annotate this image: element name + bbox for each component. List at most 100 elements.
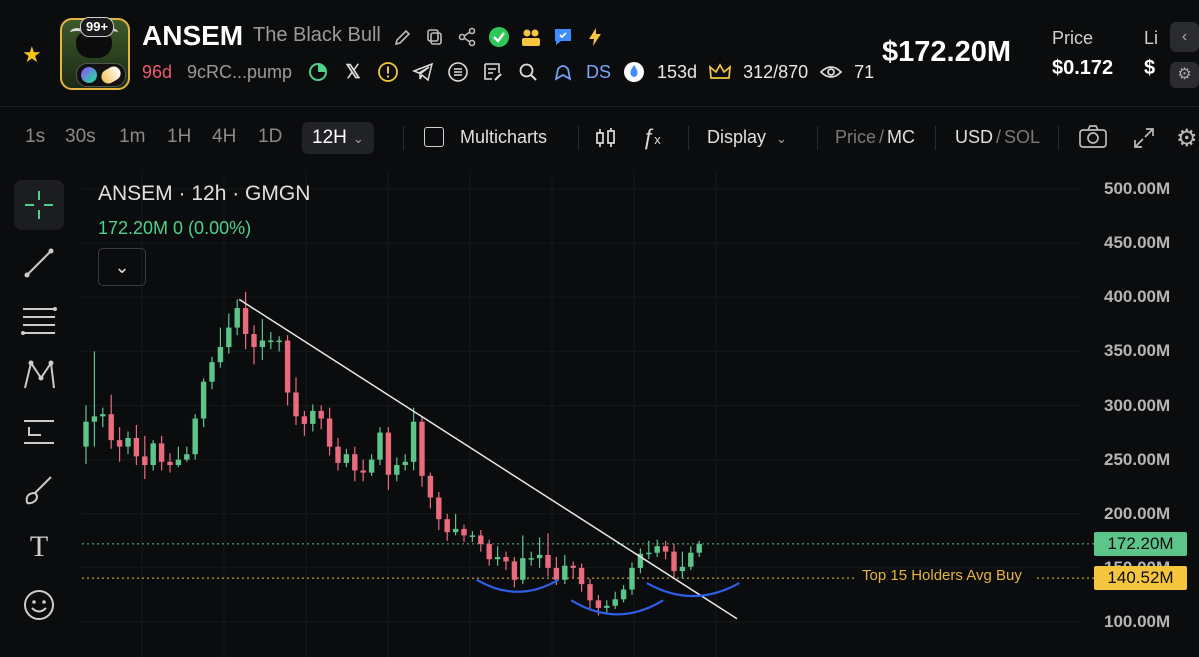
candle-up bbox=[343, 454, 350, 463]
candle-up bbox=[452, 528, 459, 533]
candle-down bbox=[545, 554, 551, 568]
candle-down bbox=[436, 497, 442, 520]
candle-up bbox=[469, 535, 476, 537]
multicharts-label[interactable]: Multicharts bbox=[460, 127, 548, 147]
notification-badge: 99+ bbox=[80, 17, 115, 37]
crosshair-tool-icon[interactable] bbox=[14, 180, 64, 230]
candle-down bbox=[427, 475, 434, 498]
candle-up bbox=[377, 432, 383, 460]
candle-down bbox=[419, 421, 425, 476]
timeframe-1h[interactable]: 1H bbox=[167, 126, 192, 147]
chart-toolbar: 1s 30s 1m 1H 4H 1D 12H ⌄ Multicharts ƒx D… bbox=[0, 118, 1199, 158]
candle-down bbox=[671, 551, 677, 572]
candle-down bbox=[444, 519, 450, 533]
y-axis-tick-label: 400.00M bbox=[1104, 287, 1171, 307]
candle-up bbox=[268, 340, 274, 343]
timeframe-1m[interactable]: 1m bbox=[119, 126, 146, 147]
edit-note-icon[interactable] bbox=[481, 60, 505, 84]
holders-avg-label: Top 15 Holders Avg Buy bbox=[862, 567, 1022, 584]
candle-down bbox=[587, 584, 593, 601]
holders-ratio: 312/870 bbox=[743, 61, 809, 82]
header-settings-icon[interactable]: ⚙ bbox=[1170, 62, 1199, 88]
trendline-drawing bbox=[238, 298, 738, 620]
timeframe-12h-label: 12H bbox=[312, 127, 347, 148]
token-age: 96d bbox=[142, 62, 173, 82]
candle-up bbox=[402, 461, 408, 466]
candle-up bbox=[217, 347, 224, 363]
ds-label[interactable]: DS bbox=[586, 61, 612, 82]
toolbar-separator bbox=[403, 126, 404, 150]
candle-type-icon[interactable] bbox=[594, 126, 618, 155]
candle-down bbox=[511, 561, 518, 580]
candle-down bbox=[486, 544, 492, 560]
telegram-icon[interactable] bbox=[411, 60, 435, 84]
y-axis-tick-label: 200.00M bbox=[1104, 503, 1171, 523]
dexscreener-icon[interactable] bbox=[551, 60, 575, 84]
candle-up bbox=[192, 418, 198, 455]
eye-icon bbox=[819, 60, 843, 84]
candle-up bbox=[394, 465, 400, 475]
candle-up bbox=[688, 552, 694, 567]
x-twitter-icon[interactable]: 𝕏 bbox=[345, 61, 361, 83]
camera-icon[interactable] bbox=[1078, 124, 1108, 155]
favorite-star-icon[interactable]: ★ bbox=[22, 42, 42, 67]
timeframe-1s[interactable]: 1s bbox=[25, 126, 46, 147]
candle-down bbox=[352, 454, 358, 471]
candle-down bbox=[335, 446, 341, 463]
forecast-tool-icon[interactable] bbox=[14, 407, 64, 457]
price-mc-toggle[interactable]: Price / MC bbox=[835, 127, 915, 148]
share-icon[interactable] bbox=[456, 26, 478, 48]
timeframe-1d[interactable]: 1D bbox=[258, 126, 283, 147]
y-axis-tick-label: 450.00M bbox=[1104, 233, 1171, 253]
edit-icon[interactable] bbox=[392, 26, 414, 48]
brush-tool-icon[interactable] bbox=[14, 465, 64, 515]
toolbar-separator bbox=[817, 126, 818, 150]
candle-up bbox=[620, 589, 627, 600]
candle-up bbox=[679, 566, 686, 572]
liquidity-label: Li bbox=[1144, 28, 1159, 48]
emoji-tool-icon[interactable] bbox=[14, 580, 64, 630]
chart-settings-icon[interactable]: ⚙ bbox=[1176, 125, 1198, 152]
timeframe-12h-dropdown[interactable]: 12H ⌄ bbox=[302, 122, 374, 154]
fib-tool-icon[interactable] bbox=[14, 295, 64, 345]
text-tool-icon[interactable]: T bbox=[29, 530, 49, 563]
fullscreen-icon[interactable] bbox=[1132, 126, 1156, 155]
candle-up bbox=[234, 308, 240, 328]
header-divider bbox=[0, 106, 1199, 107]
multicharts-checkbox[interactable] bbox=[424, 127, 444, 147]
price-chart[interactable] bbox=[82, 172, 1199, 657]
timeframe-30s[interactable]: 30s bbox=[65, 126, 96, 147]
pattern-tool-icon[interactable] bbox=[14, 350, 64, 400]
candle-down bbox=[461, 528, 467, 536]
current-price-tag: 172.20M bbox=[1094, 532, 1187, 556]
support-arc-drawing bbox=[570, 599, 664, 616]
list-circle-icon[interactable] bbox=[446, 60, 470, 84]
candle-down bbox=[570, 565, 576, 568]
trendline-tool-icon[interactable] bbox=[14, 238, 64, 288]
chart-legend-values: 172.20M 0 (0.00%) bbox=[98, 218, 252, 238]
candle-up bbox=[410, 421, 417, 462]
candle-up bbox=[175, 459, 182, 466]
token-address[interactable]: 9cRC...pump bbox=[187, 62, 293, 82]
candle-down bbox=[293, 392, 299, 417]
search-icon[interactable] bbox=[516, 60, 540, 84]
candle-down bbox=[301, 416, 308, 424]
candle-up bbox=[612, 599, 618, 606]
token-links: 𝕏 DS 153d 312/870 71 bbox=[306, 58, 874, 86]
warning-icon[interactable] bbox=[376, 60, 400, 84]
collapse-panel-icon[interactable]: ‹ bbox=[1170, 22, 1199, 52]
candle-down bbox=[318, 410, 324, 419]
copy-icon[interactable] bbox=[424, 26, 446, 48]
legend-collapse-button[interactable]: ⌄ bbox=[98, 248, 146, 286]
candle-up bbox=[696, 544, 702, 553]
price-label: Price bbox=[1052, 28, 1094, 48]
toolbar-separator bbox=[1058, 126, 1059, 150]
y-axis-tick-label: 250.00M bbox=[1104, 449, 1171, 469]
timeframe-4h[interactable]: 4H bbox=[212, 126, 237, 147]
support-arc-drawing bbox=[476, 578, 559, 593]
crown-icon bbox=[708, 60, 732, 84]
display-dropdown[interactable]: Display ⌄ bbox=[707, 127, 787, 148]
indicators-fx-icon[interactable]: ƒx bbox=[642, 124, 661, 149]
currency-toggle[interactable]: USD / SOL bbox=[955, 127, 1040, 148]
candle-down bbox=[167, 461, 173, 466]
